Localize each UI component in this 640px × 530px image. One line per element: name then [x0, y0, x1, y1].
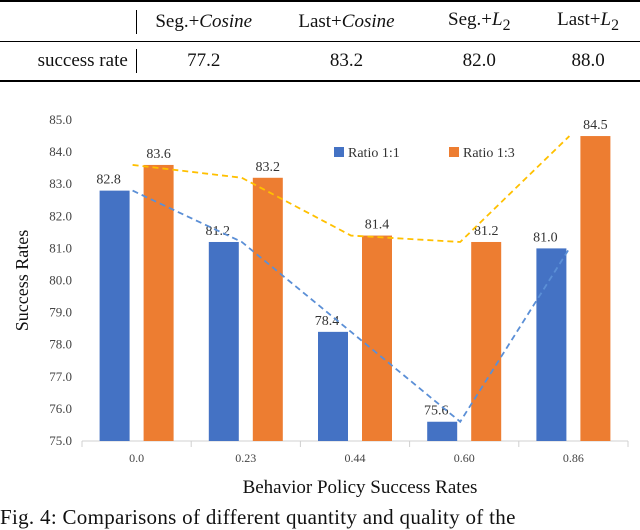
data-label: 81.4 — [365, 218, 390, 233]
data-label: 83.2 — [256, 160, 281, 175]
x-axis-title: Behavior Policy Success Rates — [243, 477, 478, 498]
bar-chart: 75.0 76.0 77.0 78.0 79.0 80.0 81.0 82.0 83.0 84.0… — [12, 112, 629, 498]
bar-ratio-1-3 — [252, 177, 283, 441]
header-empty — [0, 9, 137, 34]
table-row: success rate 77.2 83.2 82.0 88.0 — [0, 42, 640, 80]
x-tick-label: 0.60 — [454, 451, 475, 465]
bar-ratio-1-1 — [208, 241, 239, 441]
data-label: 84.5 — [583, 118, 608, 133]
y-tick-label: 77.0 — [49, 369, 72, 384]
y-tick-label: 76.0 — [49, 401, 72, 416]
figure-caption: Fig. 4: Comparisons of different quantit… — [0, 505, 516, 529]
data-label: 81.2 — [474, 224, 499, 239]
table-header-row: Seg.+Cosine Last+Cosine Seg.+L2 Last+L2 — [0, 2, 640, 42]
bar-ratio-1-3 — [143, 164, 174, 441]
data-label: 75.6 — [424, 404, 449, 419]
header-last-cosine: Last+Cosine — [298, 10, 395, 32]
legend-label: Ratio 1:3 — [463, 146, 515, 161]
y-tick-label: 78.0 — [49, 337, 72, 352]
data-label: 81.0 — [533, 230, 558, 245]
x-tick-label: 0.86 — [563, 451, 584, 465]
y-tick-label: 85.0 — [49, 112, 72, 127]
y-tick-label: 80.0 — [49, 273, 72, 288]
bar-ratio-1-1 — [318, 331, 348, 441]
header-seg-cosine: Seg.+Cosine — [155, 10, 253, 32]
bar-ratio-1-3 — [580, 136, 611, 442]
results-table: Seg.+Cosine Last+Cosine Seg.+L2 Last+L2 … — [0, 0, 640, 82]
y-tick-label: 82.0 — [49, 208, 72, 223]
x-tick-label: 0.44 — [345, 451, 366, 465]
cell: 77.2 — [187, 50, 221, 71]
legend-swatch — [449, 147, 459, 157]
y-tick-label: 79.0 — [49, 305, 72, 320]
cell: 83.2 — [329, 50, 364, 71]
row-label: success rate — [0, 49, 137, 73]
header-last-l2: Last+L2 — [557, 8, 620, 34]
data-label: 82.8 — [96, 173, 121, 188]
trend-line — [132, 135, 571, 243]
bar-ratio-1-3 — [471, 241, 502, 441]
x-tick-label: 0.0 — [129, 451, 144, 465]
data-label: 83.6 — [146, 147, 171, 162]
data-label: 78.4 — [315, 314, 340, 329]
legend-label: Ratio 1:1 — [348, 146, 400, 161]
x-tick-label: 0.23 — [235, 451, 256, 465]
trend-line — [132, 189, 571, 424]
bar-ratio-1-1 — [427, 421, 458, 441]
y-tick-label: 75.0 — [49, 433, 72, 448]
bar-ratio-1-1 — [536, 248, 567, 441]
bar-ratio-1-1 — [99, 190, 130, 441]
bar-ratio-1-3 — [362, 235, 392, 441]
cell: 88.0 — [571, 50, 605, 71]
y-tick-label: 84.0 — [49, 144, 72, 159]
y-tick-label: 83.0 — [49, 176, 72, 191]
y-axis-title: Success Rates — [12, 230, 32, 331]
legend-swatch — [334, 147, 344, 157]
y-tick-label: 81.0 — [49, 240, 72, 255]
cell: 82.0 — [462, 50, 496, 71]
header-seg-l2: Seg.+L2 — [448, 8, 511, 34]
